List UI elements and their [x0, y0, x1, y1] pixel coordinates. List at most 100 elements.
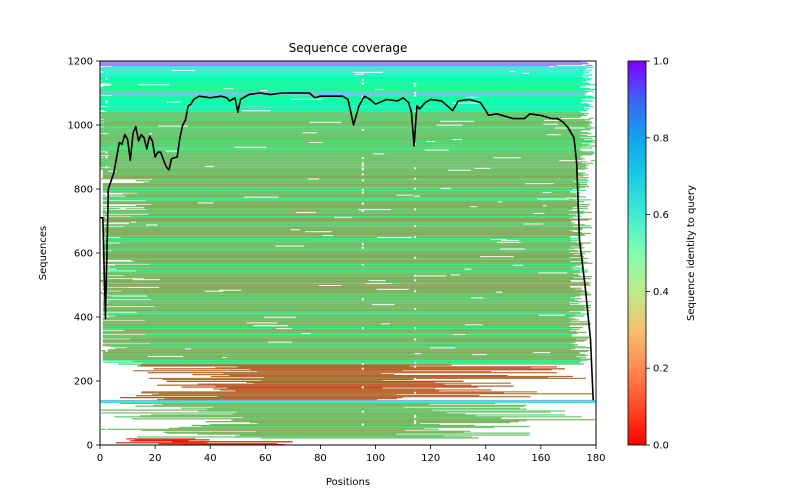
coverage-gap	[414, 274, 417, 277]
sequence-row	[149, 181, 574, 183]
sequence-row	[102, 283, 590, 285]
sequence-gap	[334, 216, 353, 218]
coverage-gap	[361, 298, 364, 301]
sequence-row	[130, 440, 189, 442]
sequence-gap	[234, 146, 266, 148]
sequence-row	[100, 164, 589, 166]
coverage-gap	[361, 386, 364, 389]
sequence-row	[100, 101, 583, 103]
sequence-row	[100, 148, 580, 150]
sequence-row	[102, 352, 580, 355]
coverage-gap	[414, 177, 417, 180]
sequence-row	[111, 84, 596, 86]
sequence-gap	[295, 211, 316, 213]
sequence-row	[100, 62, 589, 65]
sequence-gap	[538, 314, 566, 316]
sequence-gap	[112, 295, 148, 297]
coverage-gap	[414, 415, 417, 418]
sequence-row	[197, 410, 566, 412]
sequence-row	[102, 211, 592, 213]
sequence-row	[100, 135, 596, 138]
coverage-gap	[105, 221, 108, 224]
sequence-row	[172, 441, 293, 443]
sequence-row	[102, 359, 589, 361]
sequence-row	[102, 230, 573, 233]
sequence-row	[143, 277, 592, 280]
sequence-row	[100, 400, 596, 403]
coverage-gap	[105, 77, 108, 80]
sequence-row	[100, 67, 588, 69]
sequence-gap	[218, 289, 242, 291]
coverage-gap	[414, 279, 417, 282]
coverage-gap	[414, 361, 417, 364]
sequence-gap	[497, 201, 503, 203]
sequence-row	[128, 222, 575, 224]
sequence-gap	[556, 64, 586, 67]
sequence-row	[153, 368, 565, 370]
sequence-row	[102, 233, 584, 236]
sequence-row	[101, 70, 584, 72]
sequence-row	[102, 214, 577, 216]
y-axis: 0 200 400 600 800 1000 1200	[68, 57, 100, 452]
sequence-row	[100, 165, 586, 167]
coverage-gap	[414, 225, 417, 228]
sequence-gap	[413, 275, 447, 277]
sequence-row	[100, 139, 595, 141]
sequence-row	[129, 338, 577, 340]
sequence-row	[120, 236, 571, 238]
sequence-row	[102, 345, 575, 347]
coverage-gap	[414, 236, 417, 239]
sequence-row	[100, 159, 595, 162]
sequence-row	[100, 147, 593, 149]
sequence-row	[105, 238, 571, 240]
sequence-row	[100, 93, 586, 95]
sequence-row	[100, 90, 594, 93]
sequence-row	[102, 234, 586, 237]
sequence-row	[102, 227, 593, 229]
sequence-row	[136, 311, 581, 313]
coverage-gap	[361, 168, 364, 171]
sequence-row	[102, 237, 580, 239]
sequence-row	[106, 151, 594, 153]
sequence-row	[100, 115, 583, 117]
sequence-row	[141, 429, 405, 431]
sequence-row	[107, 106, 594, 108]
sequence-gap	[223, 87, 234, 90]
sequence-row	[162, 378, 414, 381]
sequence-gap	[538, 272, 567, 274]
sequence-row	[122, 193, 576, 195]
sequence-gap	[525, 182, 554, 185]
sequence-gap	[290, 229, 300, 231]
sequence-row	[100, 401, 596, 404]
sequence-row	[102, 293, 591, 295]
sequence-row	[100, 123, 589, 125]
coverage-gap	[105, 425, 108, 428]
sequence-row	[100, 125, 592, 127]
sequence-row	[102, 265, 576, 267]
sequence-row	[106, 110, 580, 113]
sequence-row	[102, 334, 572, 336]
sequence-gap	[307, 178, 320, 180]
coverage-gap	[414, 420, 417, 423]
sequence-row	[100, 167, 589, 169]
sequence-row	[249, 421, 510, 424]
coverage-gap	[361, 423, 364, 426]
sequence-row	[124, 329, 570, 332]
colorbar-tick-label: 0.6	[653, 210, 669, 221]
sequence-row	[102, 314, 576, 316]
sequence-row	[100, 81, 582, 83]
sequence-row	[102, 261, 588, 263]
sequence-gap	[509, 70, 516, 72]
sequence-row	[100, 104, 591, 106]
sequence-row	[145, 200, 576, 202]
sequence-row	[100, 72, 584, 74]
sequence-row	[102, 186, 585, 189]
sequence-row	[102, 344, 578, 346]
coverage-gap	[414, 338, 417, 341]
coverage-line-layer	[100, 92, 594, 401]
sequence-row	[106, 291, 589, 293]
sequence-row	[242, 417, 502, 419]
sequence-row	[102, 85, 581, 88]
y-tick-label: 800	[74, 185, 93, 196]
sequence-row	[100, 61, 582, 63]
